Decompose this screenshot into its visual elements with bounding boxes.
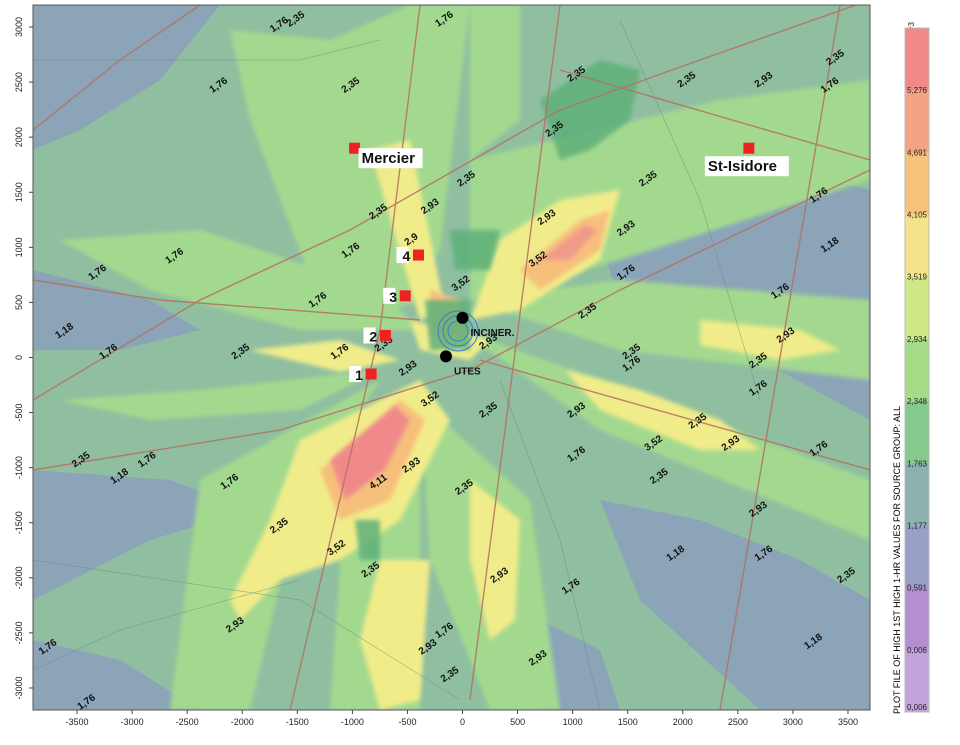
plot-area: 2,351,76 1,762,351,762,35 2,35 2,932,351,76… (33, 5, 870, 740)
x-tick-label: -3000 (121, 717, 144, 727)
y-tick-label: 2500 (14, 72, 24, 92)
legend-level-label: 2,934 (907, 335, 928, 344)
st-isidore-label: St-Isidore (708, 158, 777, 175)
x-tick-label: -2500 (176, 717, 199, 727)
roads (33, 5, 870, 710)
y-tick-label: 0 (14, 355, 24, 360)
legend-band (905, 525, 929, 589)
receptor-4-marker[interactable] (412, 249, 424, 261)
place-mercier[interactable]: Mercier (349, 142, 423, 169)
x-tick-label: 1500 (618, 717, 638, 727)
legend-band (905, 401, 929, 464)
incinerator-source[interactable]: INCINER. (456, 311, 515, 339)
x-tick-label: -3500 (66, 717, 89, 727)
receptor-1-label: 1 (355, 367, 363, 383)
x-tick-label: -1500 (286, 717, 309, 727)
x-tick-label: 2500 (728, 717, 748, 727)
x-axis-ticks: -3500 -3000 -2500 -2000 -1500 -1000 -500 0 500 10… (66, 710, 858, 727)
receptor-4[interactable]: 4 (396, 247, 424, 264)
legend-level-label: 3,519 (907, 273, 928, 282)
legend-band (905, 28, 929, 91)
legend-band (905, 338, 929, 402)
legend-title: PLOT FILE OF HIGH 1ST HIGH 1-HR VALUES F… (892, 406, 902, 714)
legend-band (905, 90, 929, 153)
legend-level-label: 1,763 (907, 459, 928, 468)
colorbar-legend: ug/m^3 5,2764,6914,1053,5192,9342,3481,7… (892, 21, 930, 714)
mercier-label: Mercier (362, 150, 416, 167)
receptor-3-label-bg (383, 287, 396, 304)
legend-level-label: 0,006 (907, 703, 928, 712)
y-tick-label: 3000 (14, 17, 24, 37)
incinerator-label: INCINER. (471, 328, 515, 339)
legend-level-label: 1,177 (907, 521, 928, 530)
receptor-2-label: 2 (369, 328, 377, 344)
y-tick-label: 1500 (14, 182, 24, 202)
legend-band (905, 152, 929, 216)
contour-label: 1,18 (698, 725, 721, 740)
dark-green-patches (355, 60, 640, 560)
contour-label: 2,93 (367, 720, 390, 740)
legend-band (905, 649, 929, 713)
legend-level-label: 4,691 (907, 148, 928, 157)
y-tick-label: -1000 (14, 456, 24, 479)
receptor-3-marker[interactable] (399, 290, 411, 302)
legend-level-labels: 5,276 4,691 4,105 3,519 2,934 2,348 1,763 1,177… (907, 86, 928, 712)
x-tick-label: 0 (460, 717, 465, 727)
legend-level-label: 4,105 (907, 211, 928, 220)
y-tick-label: -3000 (14, 676, 24, 699)
y-tick-label: -2000 (14, 566, 24, 589)
x-tick-label: 500 (510, 717, 525, 727)
legend-level-label: 2,348 (907, 397, 928, 406)
y-tick-label: -500 (14, 404, 24, 422)
x-tick-label: 2000 (673, 717, 693, 727)
legend-level-label: 0,006 (907, 646, 928, 655)
receptor-3[interactable]: 3 (383, 287, 411, 305)
contour-label: 1,76 (555, 731, 578, 740)
contour-label: 2,35 (329, 725, 352, 740)
receptor-1[interactable]: 1 (349, 366, 377, 383)
receptor-2-label-bg (363, 327, 376, 344)
incinerator-marker[interactable] (456, 311, 469, 324)
legend-level-label: 5,276 (907, 86, 928, 95)
legend-level-label: 0,591 (907, 584, 928, 593)
receptor-1-label-bg (349, 366, 362, 383)
legend-band (905, 463, 929, 526)
legend-band (905, 587, 929, 651)
y-tick-label: -2500 (14, 621, 24, 644)
y-axis-ticks: 3000 2500 2000 1500 1000 500 0 -500 -1000 -1500 -2… (14, 17, 33, 699)
x-tick-label: -1000 (341, 717, 364, 727)
mercier-label-bg (358, 148, 423, 169)
minor-roads (33, 19, 761, 710)
st-isidore-label-bg (704, 156, 789, 177)
y-tick-label: 1000 (14, 237, 24, 257)
y-tick-label: 2000 (14, 127, 24, 147)
receptor-4-label: 4 (402, 248, 410, 264)
x-tick-label: 1000 (563, 717, 583, 727)
utes-marker[interactable] (439, 350, 452, 363)
contour-label: 2,35 (466, 725, 489, 740)
receptor-2-marker[interactable] (379, 329, 391, 341)
receptor-2[interactable]: 2 (363, 327, 391, 344)
st-isidore-marker[interactable] (743, 142, 755, 154)
utes-source[interactable]: UTES (439, 350, 481, 377)
legend-band (905, 214, 929, 278)
receptor-1-marker[interactable] (365, 368, 377, 380)
receptor-4-label-bg (396, 247, 409, 264)
x-tick-label: 3000 (783, 717, 803, 727)
legend-band (905, 276, 929, 340)
y-tick-label: 500 (14, 295, 24, 310)
x-tick-label: -2000 (231, 717, 254, 727)
place-st-isidore[interactable]: St-Isidore (704, 142, 789, 177)
legend-color-bands (904, 27, 930, 713)
receptor-3-label: 3 (389, 289, 397, 305)
y-tick-label: -1500 (14, 511, 24, 534)
legend-frame (904, 27, 930, 713)
mercier-marker[interactable] (349, 142, 361, 154)
utes-label: UTES (454, 366, 481, 377)
x-tick-label: -500 (398, 717, 416, 727)
x-tick-label: 3500 (838, 717, 858, 727)
